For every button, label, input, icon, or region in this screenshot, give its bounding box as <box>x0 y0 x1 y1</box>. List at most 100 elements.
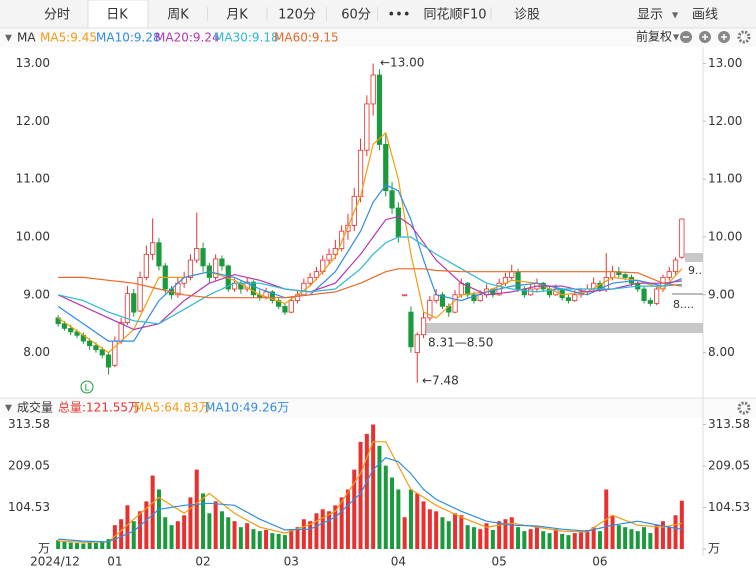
tab[interactable]: 60分 <box>341 8 371 23</box>
volume-bar <box>301 519 306 549</box>
candle-body <box>200 248 206 267</box>
volume-bar <box>490 529 495 549</box>
candle-body <box>313 271 320 278</box>
toolbar-button[interactable]: 显示 <box>637 8 663 23</box>
volume-bar <box>642 527 647 549</box>
volume-bar <box>427 509 432 549</box>
candle-body <box>61 323 68 329</box>
ma-line <box>58 268 682 299</box>
y-tick-label: 10.00 <box>16 229 50 243</box>
volume-bar <box>654 525 659 549</box>
y-tick-label: 209.05 <box>8 459 50 473</box>
tab[interactable]: ••• <box>387 8 410 23</box>
candle-body <box>622 274 628 278</box>
tab[interactable]: 诊股 <box>514 8 540 23</box>
settings-icon[interactable] <box>737 401 751 415</box>
candle-body <box>477 294 483 301</box>
volume-title[interactable]: 成交量 <box>17 400 53 415</box>
candle-body <box>395 207 401 238</box>
ma-line <box>57 184 683 342</box>
support-band <box>426 323 703 333</box>
volume-bar <box>352 469 357 549</box>
volume-bar <box>358 441 363 549</box>
indicator-name[interactable]: MA <box>17 31 36 45</box>
x-tick-label: 2024/12 <box>30 555 80 568</box>
volume-bar <box>219 511 224 549</box>
toolbar-button[interactable]: 画线 <box>692 8 718 23</box>
volume-bar <box>371 424 376 549</box>
volume-bar <box>131 521 136 549</box>
y2-tick-label: 10.00 <box>708 229 742 243</box>
candle-body <box>105 354 112 368</box>
candle-body <box>99 349 105 356</box>
volume-bar <box>396 489 401 549</box>
volume-bar <box>402 517 407 549</box>
ma-line <box>57 216 682 331</box>
y2-tick-label: 104.53 <box>708 500 750 514</box>
volume-bar <box>270 533 275 549</box>
candle-body <box>326 253 332 261</box>
tab[interactable]: 同花顺F10 <box>423 7 486 23</box>
volume-bar <box>194 469 199 549</box>
y2-tick-label: 209.05 <box>708 459 750 473</box>
volume-bar <box>516 527 521 549</box>
volume-bar <box>547 533 552 549</box>
volume-bar <box>175 521 180 549</box>
tab[interactable]: 月K <box>226 8 248 23</box>
candle-body <box>74 331 80 336</box>
legend-entry: MA5:64.83万 <box>134 401 211 415</box>
volume-bar <box>125 505 130 549</box>
volume-bar <box>282 535 287 549</box>
volume-bar <box>377 445 382 549</box>
tab[interactable]: 日K <box>106 8 128 23</box>
annotation: 8.... <box>673 298 694 311</box>
volume-bar <box>591 527 596 549</box>
legend-entry: MA10:49.26万 <box>205 401 289 415</box>
volume-bar <box>56 540 61 549</box>
volume-bar <box>333 505 338 549</box>
zoom-icons[interactable] <box>680 30 751 44</box>
candle-body <box>118 322 124 342</box>
volume-bar-header <box>0 399 756 417</box>
candle-body <box>219 258 225 267</box>
volume-bar <box>629 529 634 549</box>
y-tick-label: 11.00 <box>16 172 50 186</box>
volume-bar <box>213 501 218 549</box>
volume-bar <box>440 517 445 549</box>
volume-bar <box>534 527 539 549</box>
candle-body <box>572 294 578 301</box>
legend-entry: MA10:9.28 <box>96 31 161 45</box>
y-tick-label: 8.00 <box>23 345 50 359</box>
candle-body <box>150 242 156 255</box>
volume-bar <box>459 515 464 549</box>
volume-bar <box>497 521 502 549</box>
volume-bar <box>503 519 508 549</box>
candle-body <box>288 300 294 313</box>
y-tick-label: 万 <box>38 542 50 556</box>
annotation: ←13.00 <box>380 56 424 70</box>
volume-bar <box>415 493 420 549</box>
candle-body <box>654 288 660 304</box>
volume-bar <box>484 523 489 549</box>
candle-body <box>383 144 389 192</box>
candle-body <box>427 300 433 319</box>
volume-bar <box>579 532 584 549</box>
tab[interactable]: 120分 <box>278 8 316 23</box>
volume-bar <box>327 511 332 549</box>
volume-bar <box>421 501 426 549</box>
candle-body <box>213 258 219 278</box>
volume-bar <box>673 515 678 549</box>
volume-bar <box>276 533 281 549</box>
adjust-button[interactable]: 前复权 <box>636 29 672 44</box>
signal-marker[interactable] <box>80 380 94 394</box>
tab[interactable]: 分时 <box>44 8 70 23</box>
volume-bar <box>295 527 300 549</box>
annotation: 9.. <box>688 264 702 277</box>
volume-bar <box>62 541 67 549</box>
volume-bar <box>339 497 344 549</box>
candle-body <box>420 317 427 336</box>
candle-body <box>609 271 616 278</box>
x-tick-label: 02 <box>195 555 210 568</box>
tab[interactable]: 周K <box>167 8 189 23</box>
